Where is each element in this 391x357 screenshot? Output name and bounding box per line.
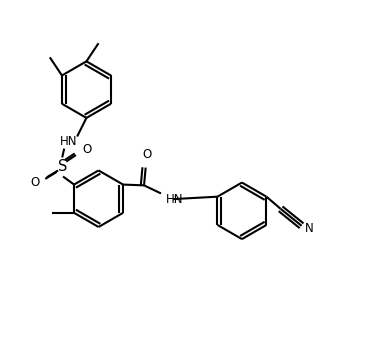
Text: O: O [30, 176, 39, 188]
Text: O: O [143, 148, 152, 161]
Text: HN: HN [166, 193, 183, 206]
Text: O: O [82, 143, 91, 156]
Text: N: N [305, 222, 314, 236]
Text: S: S [57, 159, 67, 174]
Text: HN: HN [59, 135, 77, 148]
